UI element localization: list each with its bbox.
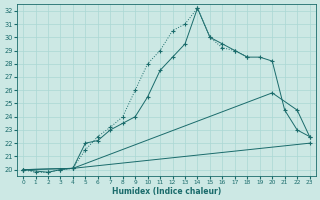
X-axis label: Humidex (Indice chaleur): Humidex (Indice chaleur) [112, 187, 221, 196]
